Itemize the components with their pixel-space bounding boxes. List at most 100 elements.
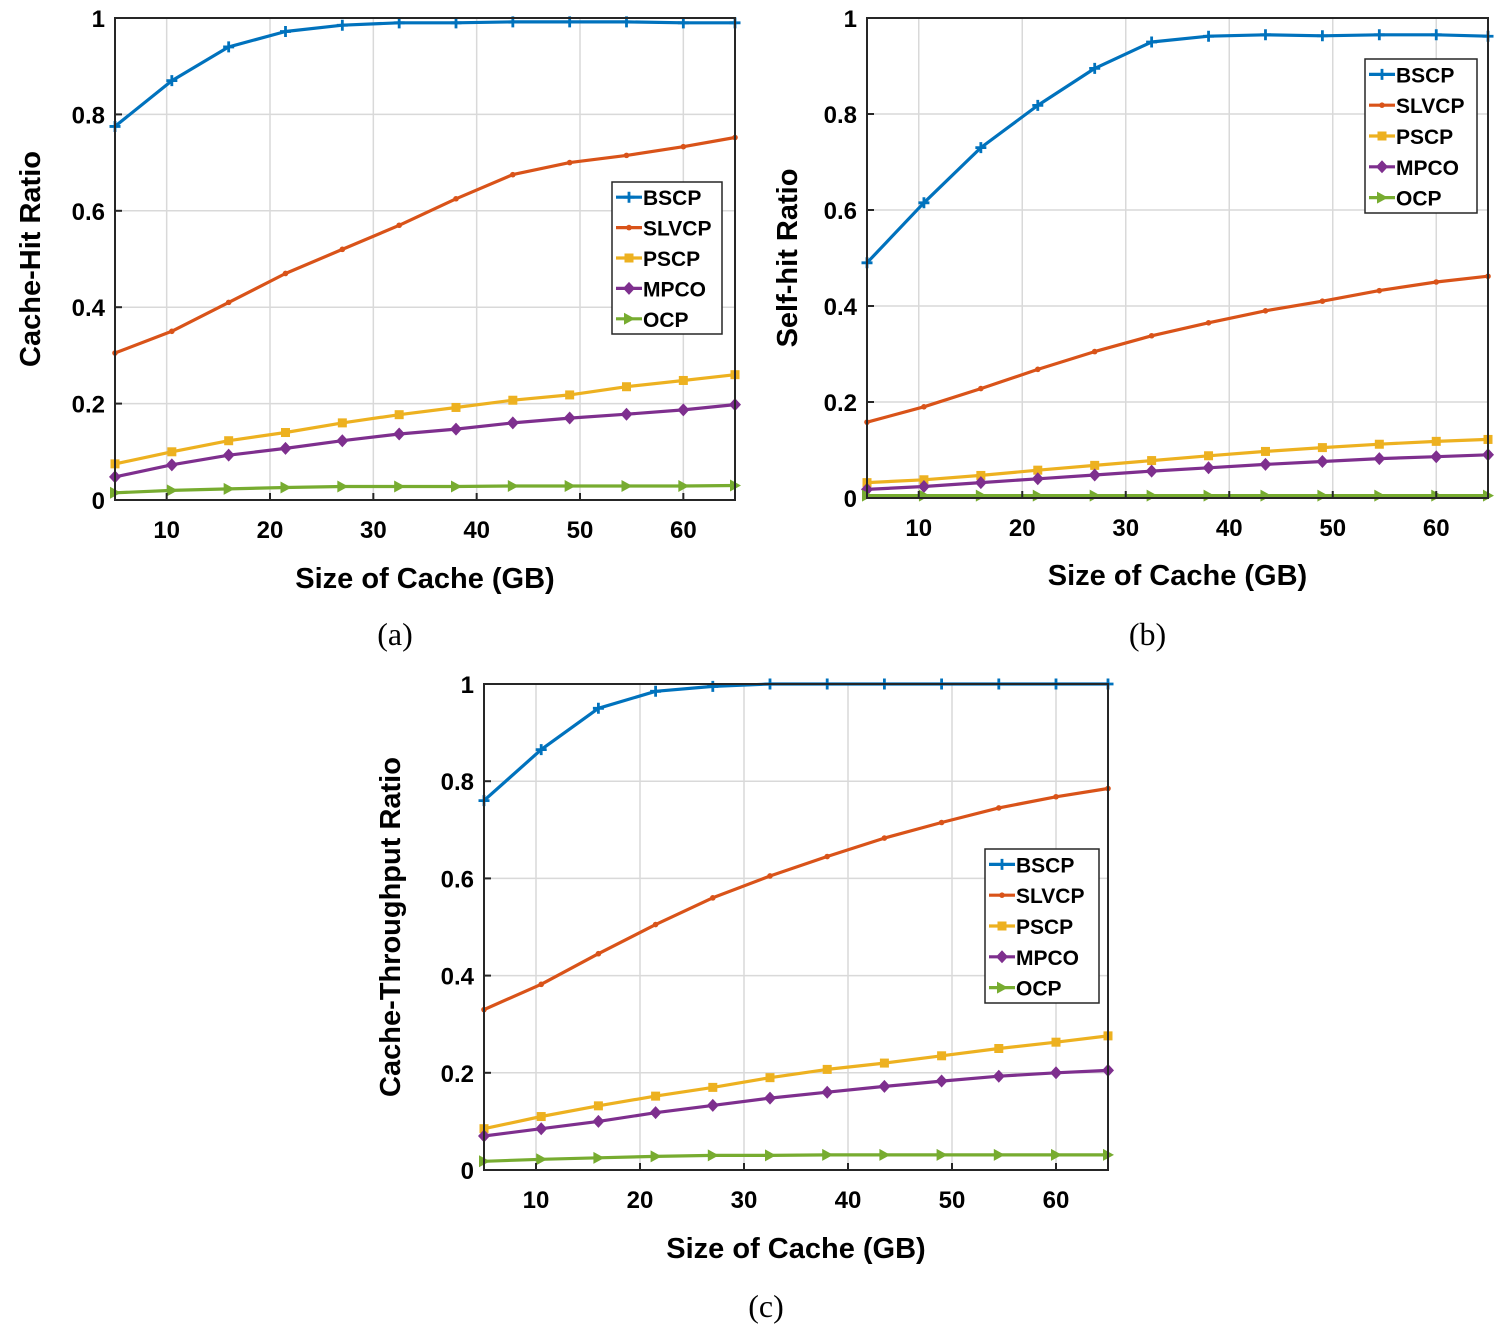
data-point-slvcp [1433, 279, 1440, 285]
data-point-mpco [393, 427, 406, 441]
y-tick-label: 0.8 [824, 102, 857, 129]
data-point-bscp [1089, 62, 1101, 74]
legend-label-slvcp: SLVCP [643, 218, 711, 241]
data-point-mpco [992, 1069, 1005, 1083]
data-point-mpco [878, 1079, 891, 1093]
data-point-ocp [650, 1150, 662, 1163]
data-point-ocp [765, 1149, 776, 1162]
data-point-slvcp [623, 152, 630, 159]
legend-label-mpco: MPCO [643, 278, 706, 301]
data-point-ocp [280, 481, 292, 494]
data-point-bscp [677, 17, 689, 29]
data-point-slvcp [996, 805, 1002, 811]
legend-label-ocp: OCP [1016, 978, 1062, 1001]
series-line-ocp [114, 483, 736, 495]
data-point-pscp [167, 447, 177, 457]
legend-label-bscp: BSCP [1396, 64, 1454, 87]
data-point-pscp [508, 395, 518, 405]
data-point-pscp [622, 382, 631, 392]
x-tick-label: 50 [567, 517, 594, 544]
data-point-mpco [1145, 464, 1158, 478]
y-tick-label: 0.2 [72, 392, 105, 419]
data-point-slvcp [921, 404, 927, 410]
x-tick-label: 20 [1009, 515, 1036, 542]
data-point-bscp [1259, 29, 1271, 41]
legend-marker-slvcp [1379, 102, 1385, 108]
y-tick-label: 0 [92, 488, 105, 515]
y-tick-label: 0.4 [824, 294, 858, 321]
data-point-ocp [451, 480, 462, 493]
data-point-pscp [1374, 439, 1384, 449]
x-axis-label: Size of Cache (GB) [1048, 560, 1307, 592]
data-point-slvcp [396, 222, 402, 229]
data-point-ocp [822, 1148, 834, 1161]
x-tick-label: 30 [360, 517, 387, 544]
data-point-mpco [649, 1106, 662, 1120]
data-point-slvcp [824, 853, 830, 860]
legend-marker-mpco [996, 950, 1008, 964]
data-point-mpco [677, 403, 690, 417]
x-tick-label: 60 [1043, 1187, 1070, 1214]
data-point-pscp [1033, 465, 1043, 475]
data-point-ocp [621, 480, 633, 493]
data-point-pscp [919, 475, 929, 485]
data-point-ocp [536, 1153, 548, 1166]
data-point-ocp [936, 1148, 948, 1161]
y-tick-label: 0.4 [72, 295, 106, 322]
y-tick-label: 1 [92, 6, 105, 33]
legend-label-ocp: OCP [1396, 188, 1442, 211]
data-point-bscp [450, 17, 462, 29]
y-tick-label: 0.8 [441, 769, 474, 796]
series-line-mpco [483, 1068, 1109, 1138]
series-line-mpco [114, 403, 736, 479]
data-point-slvcp [938, 819, 945, 826]
data-point-mpco [1430, 450, 1443, 464]
data-point-pscp [708, 1082, 718, 1092]
legend-marker-ocp [997, 981, 1008, 994]
data-point-mpco [1050, 1066, 1062, 1080]
series-line-pscp [114, 373, 736, 466]
legend-marker-bscp [1376, 68, 1388, 80]
data-point-bscp [1316, 30, 1328, 42]
y-axis-label: Cache-Throughput Ratio [375, 757, 407, 1097]
y-tick-label: 0.6 [824, 198, 857, 225]
data-point-slvcp [538, 981, 544, 988]
legend-marker-bscp [623, 191, 635, 203]
data-point-pscp [822, 1064, 832, 1074]
legend-label-pscp: PSCP [1396, 126, 1453, 149]
series-line-bscp [865, 33, 1489, 264]
series-line-mpco [866, 453, 1489, 491]
x-tick-label: 30 [1112, 515, 1139, 542]
data-point-pscp [937, 1051, 947, 1061]
data-point-pscp [1260, 446, 1270, 456]
figure-caption: (b) [1129, 616, 1166, 652]
data-point-bscp [166, 75, 178, 87]
data-point-pscp [1147, 456, 1157, 466]
y-axis-label: Cache-Hit Ratio [15, 151, 47, 367]
y-tick-label: 0 [844, 486, 857, 513]
x-tick-label: 40 [835, 1187, 862, 1214]
data-point-slvcp [339, 246, 346, 253]
data-point-mpco [336, 434, 349, 448]
data-point-pscp [536, 1112, 546, 1122]
legend-marker-mpco [1376, 160, 1388, 174]
data-point-bscp [1203, 30, 1215, 42]
data-point-pscp [994, 1044, 1004, 1053]
data-point-slvcp [282, 270, 289, 277]
data-point-ocp [166, 484, 178, 497]
y-tick-label: 1 [461, 672, 474, 699]
data-point-pscp [1317, 443, 1327, 453]
x-tick-label: 40 [1216, 515, 1243, 542]
y-tick-label: 0 [461, 1158, 474, 1185]
data-point-bscp [1430, 29, 1442, 41]
legend-marker-pscp [624, 253, 634, 263]
data-point-pscp [337, 418, 347, 428]
figure-caption: (c) [748, 1288, 784, 1324]
x-tick-label: 50 [939, 1187, 966, 1214]
series-line-bscp [113, 20, 735, 128]
data-point-ocp [879, 1148, 891, 1161]
legend-marker-mpco [623, 281, 635, 295]
legend-label-pscp: PSCP [643, 248, 700, 271]
chart-panel-c: 10 20 30 40 50 60 0 0.2 0.4 0.6 0.8 1 Size of Cache … [375, 672, 1114, 1324]
data-point-mpco [1259, 457, 1272, 471]
